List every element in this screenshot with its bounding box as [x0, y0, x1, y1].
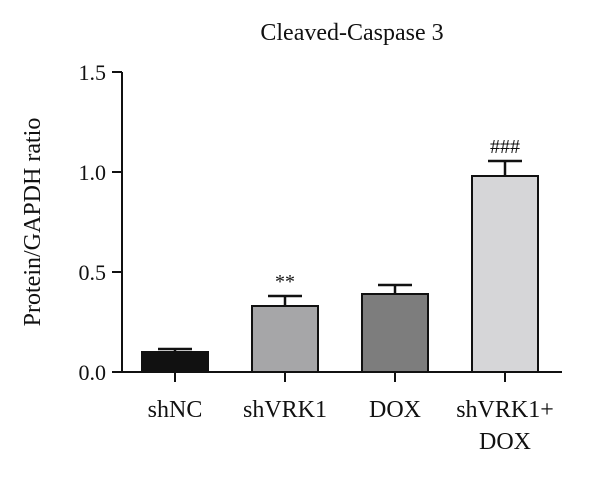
- chart-title: Cleaved-Caspase 3: [260, 20, 443, 46]
- y-tick-label: 0.0: [79, 360, 107, 385]
- bar: [361, 293, 429, 373]
- plot-area: 0.0 0.5 1.0 1.5 shNC shVRK1 ** DOX shVRK1+ DOX ###: [79, 60, 562, 455]
- y-tick-label: 1.5: [79, 60, 107, 85]
- x-tick-label: shVRK1: [243, 397, 327, 423]
- bar: [251, 305, 319, 373]
- x-tick-label: DOX: [369, 397, 421, 423]
- x-tick-label: shVRK1+: [456, 397, 554, 423]
- x-tick-label: shNC: [148, 397, 203, 423]
- bar: [471, 175, 539, 373]
- y-tick-label: 1.0: [79, 160, 107, 185]
- x-tick-label: DOX: [479, 429, 531, 455]
- significance-annotation: **: [275, 271, 295, 293]
- bar: [141, 351, 209, 373]
- y-tick-label: 0.5: [79, 260, 107, 285]
- y-axis-label: Protein/GAPDH ratio: [20, 118, 46, 327]
- significance-annotation: ###: [490, 136, 520, 158]
